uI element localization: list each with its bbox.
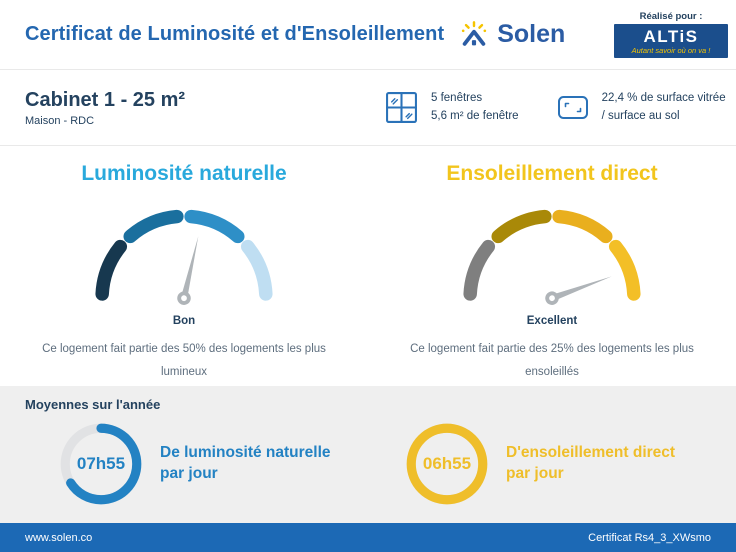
glazing-info: 22,4 % de surface vitrée / surface au so… — [557, 90, 726, 126]
realise-pour-label: Réalisé pour : — [639, 11, 703, 22]
luminosity-gauge-segment-1 — [95, 239, 128, 301]
windows-text: 5 fenêtres 5,6 m² de fenêtre — [431, 90, 519, 126]
page-title: Certificat de Luminosité et d'Ensoleille… — [25, 23, 445, 45]
footer: www.solen.co Certificat Rs4_3_XWsmo — [0, 523, 736, 552]
sunlight-ring-label-line2: par jour — [506, 465, 564, 482]
windows-count: 5 fenêtres — [431, 91, 483, 104]
sunlight-ring: 06h55 — [403, 420, 491, 508]
luminosity-ring-chart — [60, 423, 142, 505]
gauges-section: Luminosité naturelle Bon Ce logement fai… — [0, 146, 736, 386]
solen-brand-text: Solen — [497, 20, 566, 48]
sunlight-rating-description: Ce logement fait partie des 25% des loge… — [410, 343, 694, 378]
luminosity-ring-time: 07h55 — [76, 454, 126, 473]
averages-heading: Moyennes sur l'année — [25, 397, 161, 412]
surface-ratio-icon — [557, 96, 588, 119]
average-sunlight: 06h55 D'ensoleillement direct par jour — [365, 420, 711, 508]
property-identity: Cabinet 1 - 25 m² Maison - RDC — [25, 89, 385, 127]
gauge-title-sunlight: Ensoleillement direct — [446, 162, 658, 185]
altis-name: ALTiS — [643, 27, 699, 46]
property-section: Cabinet 1 - 25 m² Maison - RDC 5 fenêtre… — [0, 70, 736, 146]
luminosity-ring-label-line2: par jour — [160, 465, 218, 482]
header: Certificat de Luminosité et d'Ensoleille… — [0, 0, 736, 70]
sunlight-gauge-segment-3 — [552, 209, 613, 244]
sunlight-ring-chart — [406, 423, 488, 505]
sunlight-gauge-segment-1 — [463, 239, 496, 301]
windows-area: 5,6 m² de fenêtre — [431, 109, 519, 122]
luminosity-gauge-segment-4 — [240, 239, 273, 301]
solen-logo: Solen — [458, 19, 565, 51]
altis-tagline: Autant savoir où on va ! — [631, 46, 711, 55]
footer-certificate-id: Certificat Rs4_3_XWsmo — [588, 531, 711, 544]
sunlight-gauge-dial — [463, 209, 641, 305]
glazing-ratio-line1: 22,4 % de surface vitrée — [601, 91, 726, 104]
sunlight-ring-label: D'ensoleillement direct par jour — [506, 443, 675, 485]
footer-url: www.solen.co — [25, 531, 93, 544]
gauge-sunlight: Ensoleillement direct Excellent Ce logem… — [368, 152, 736, 386]
gauge-luminosity: Luminosité naturelle Bon Ce logement fai… — [0, 152, 368, 386]
sunlight-gauge-segment-2 — [491, 209, 552, 244]
averages-rings: 07h55 De luminosité naturelle par jour 0… — [25, 420, 711, 508]
sunlight-gauge-needle — [545, 276, 612, 305]
altis-logo: ALTiS Autant savoir où on va ! — [614, 24, 728, 58]
window-icon — [386, 92, 417, 123]
luminosity-gauge-needle — [177, 236, 199, 305]
luminosity-gauge-segment-2 — [123, 209, 184, 244]
ring-value-arc — [406, 423, 488, 505]
sunlight-ring-time: 06h55 — [422, 454, 472, 473]
sunlight-ring-label-line1: D'ensoleillement direct — [506, 444, 676, 462]
luminosity-gauge-segment-3 — [184, 209, 245, 244]
luminosity-ring-label: De luminosité naturelle par jour — [160, 443, 331, 485]
glazing-ratio-line2: / surface au sol — [601, 109, 680, 122]
luminosity-ring-label-line1: De luminosité naturelle — [160, 444, 331, 462]
luminosity-rating-label: Bon — [172, 315, 196, 327]
luminosity-rating-description: Ce logement fait partie des 50% des loge… — [42, 343, 326, 378]
ring-value-arc — [60, 423, 142, 505]
averages-section: Moyennes sur l'année 07h55 De luminosité… — [0, 386, 736, 523]
property-type: Maison - RDC — [25, 114, 95, 127]
solen-house-icon — [462, 20, 487, 46]
gauge-title-luminosity: Luminosité naturelle — [81, 162, 287, 185]
luminosity-ring: 07h55 — [57, 420, 145, 508]
luminosity-gauge-dial — [95, 209, 273, 305]
windows-info: 5 fenêtres 5,6 m² de fenêtre — [385, 90, 519, 126]
altis-block: Réalisé pour : ALTiS Autant savoir où on… — [614, 11, 728, 58]
sunlight-rating-label: Excellent — [526, 315, 578, 327]
sunlight-gauge-segment-4 — [608, 239, 641, 301]
average-luminosity: 07h55 De luminosité naturelle par jour — [25, 420, 365, 508]
glazing-text: 22,4 % de surface vitrée / surface au so… — [602, 90, 726, 126]
property-name: Cabinet 1 - 25 m² — [25, 88, 186, 111]
